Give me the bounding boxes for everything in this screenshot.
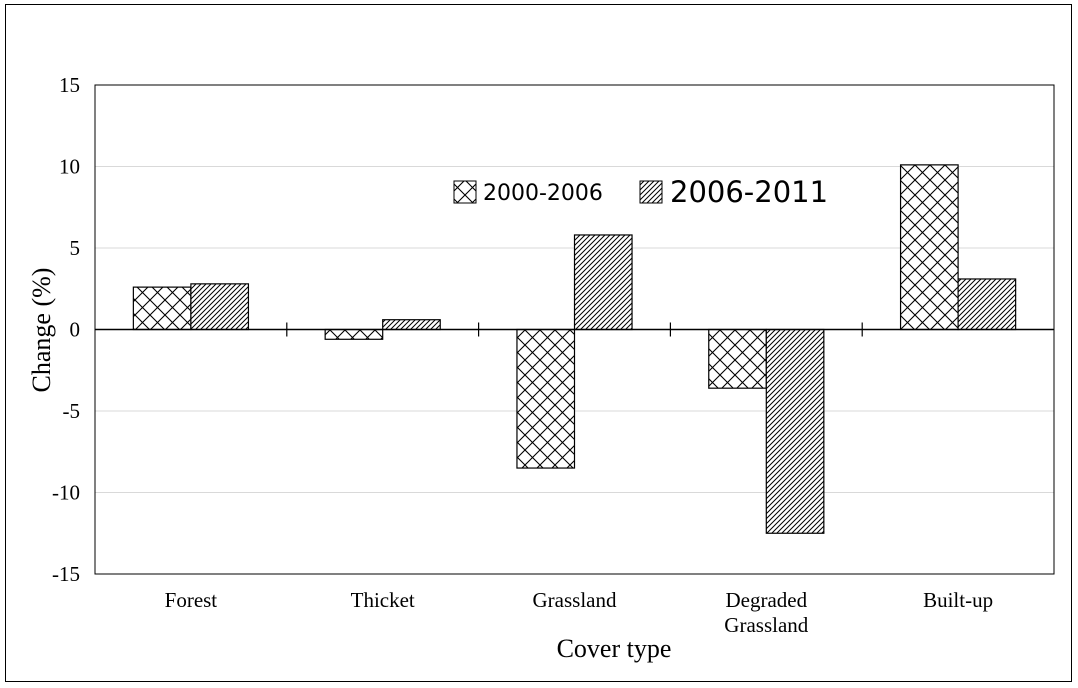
x-tick-label: Built-up bbox=[923, 588, 993, 612]
bar-2000-2006-forest bbox=[132, 286, 192, 331]
y-tick-label: 10 bbox=[59, 155, 80, 179]
x-tick-label: Thicket bbox=[351, 588, 415, 612]
x-tick-labels: Forest Thicket Grassland Degraded Grassland B… bbox=[165, 588, 993, 637]
x-tick-label: Grassland bbox=[533, 588, 617, 612]
y-axis-title: Change (%) bbox=[27, 268, 56, 393]
legend-swatch-2000-2006 bbox=[453, 180, 477, 204]
legend-label-2000-2006: 2000-2006 bbox=[483, 181, 603, 206]
chart-frame bbox=[5, 4, 1072, 682]
x-axis-title: Cover type bbox=[557, 634, 672, 663]
bar-2006-2011-thicket bbox=[382, 319, 441, 331]
y-tick-label: -5 bbox=[63, 399, 81, 423]
x-tick-label: Degraded Grassland bbox=[724, 588, 808, 637]
bar-2000-2006-thicket bbox=[324, 328, 384, 340]
legend-swatch-2006-2011 bbox=[639, 180, 663, 204]
y-tick-label: -10 bbox=[52, 481, 80, 505]
bar-2006-2011-built-up bbox=[957, 278, 1017, 331]
legend: 2000-2006 2006-2011 bbox=[453, 175, 828, 209]
bar-2006-2011-grassland bbox=[573, 234, 633, 331]
bar-2000-2006-grassland bbox=[516, 328, 576, 469]
bar-2006-2011-degraded-grassland bbox=[765, 328, 825, 534]
zero-axis bbox=[95, 322, 1054, 337]
bar-2006-2011-forest bbox=[190, 283, 250, 331]
y-tick-labels: 15 10 5 0 -5 -10 -15 bbox=[52, 73, 80, 586]
legend-label-2006-2011: 2006-2011 bbox=[670, 175, 828, 209]
bar-2000-2006-degraded-grassland bbox=[708, 328, 767, 389]
bar-2000-2006-built-up bbox=[899, 164, 959, 331]
y-tick-label: 15 bbox=[59, 73, 80, 97]
bars bbox=[132, 164, 1017, 534]
x-tick-label: Forest bbox=[165, 588, 218, 612]
y-tick-label: 5 bbox=[70, 236, 81, 260]
y-tick-label: 0 bbox=[70, 318, 81, 342]
y-tick-label: -15 bbox=[52, 562, 80, 586]
